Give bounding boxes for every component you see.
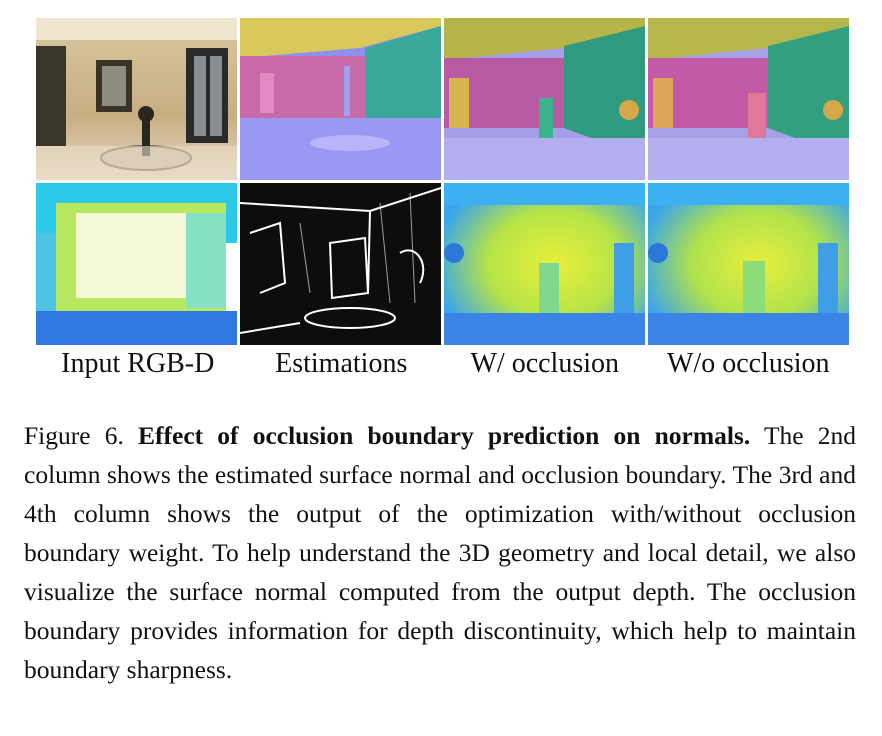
- input-depth-image: [36, 183, 237, 345]
- without-occlusion-normal-image: [648, 18, 849, 180]
- column-labels: Input RGB-D Estimations W/ occlusion W/o…: [36, 348, 850, 380]
- caption-prefix: Figure 6.: [24, 421, 139, 450]
- caption-body: The 2nd column shows the estimated surfa…: [24, 421, 857, 684]
- input-rgb-image: [36, 18, 237, 180]
- column-label-estimations: Estimations: [275, 348, 408, 379]
- image-row-normals: [36, 18, 850, 180]
- without-occlusion-depth-image: [648, 183, 849, 345]
- caption-title: Effect of occlusion boundary prediction …: [138, 421, 751, 450]
- with-occlusion-depth-image: [444, 183, 645, 345]
- figure-caption: Figure 6. Effect of occlusion boundary p…: [24, 416, 856, 689]
- occlusion-boundary-image: [240, 183, 441, 345]
- with-occlusion-normal-image: [444, 18, 645, 180]
- column-label-with-occlusion: W/ occlusion: [470, 348, 620, 379]
- image-row-depth: [36, 183, 850, 345]
- column-label-input: Input RGB-D: [61, 348, 215, 379]
- column-label-without-occlusion: W/o occlusion: [666, 348, 830, 379]
- figure-image-grid: [36, 18, 850, 348]
- estimated-normal-image: [240, 18, 441, 180]
